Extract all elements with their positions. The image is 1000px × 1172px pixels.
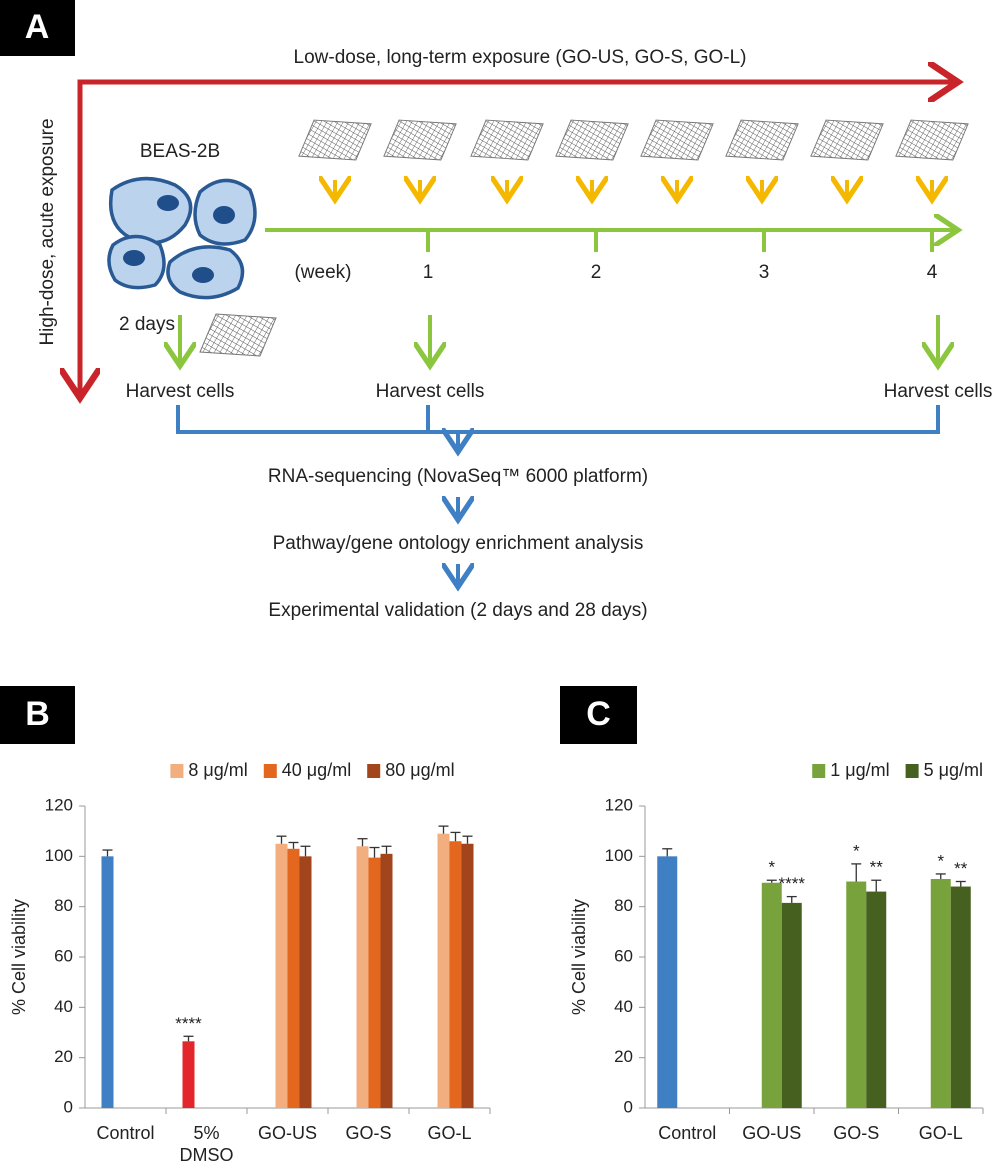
legend-label: 1 μg/ml bbox=[830, 760, 889, 780]
arrow-label: High-dose, acute exposure bbox=[37, 118, 58, 345]
bar bbox=[380, 853, 393, 1108]
legend-swatch bbox=[263, 764, 277, 778]
x-tick-label: Control bbox=[96, 1123, 155, 1143]
legend-label: 8 μg/ml bbox=[188, 760, 247, 780]
week-label: 4 bbox=[927, 262, 938, 283]
panel-label-box bbox=[560, 686, 637, 744]
x-tick-label: GO-S bbox=[833, 1123, 880, 1143]
y-tick-label: 80 bbox=[614, 896, 633, 915]
significance: * bbox=[768, 858, 775, 877]
panel-label: C bbox=[586, 695, 611, 733]
graphene-sheet bbox=[199, 313, 277, 357]
cell-label: BEAS-2B bbox=[140, 141, 220, 162]
y-tick-label: 100 bbox=[45, 846, 73, 865]
graphene-sheet bbox=[470, 119, 544, 161]
harvest-label: Harvest cells bbox=[126, 381, 235, 402]
y-tick-label: 120 bbox=[605, 795, 633, 814]
legend-label: 5 μg/ml bbox=[924, 760, 983, 780]
graphene-sheet bbox=[725, 119, 799, 161]
panel-label: A bbox=[25, 8, 50, 46]
bar bbox=[461, 843, 474, 1108]
bar bbox=[846, 881, 867, 1108]
graphene-sheet bbox=[895, 119, 969, 161]
cells bbox=[107, 176, 257, 300]
x-tick-label: GO-US bbox=[742, 1123, 802, 1143]
bar bbox=[368, 857, 381, 1108]
harvest-label: Harvest cells bbox=[376, 381, 485, 402]
y-axis-label: % Cell viability bbox=[9, 899, 29, 1015]
y-tick-label: 0 bbox=[64, 1097, 73, 1116]
significance: **** bbox=[175, 1014, 202, 1033]
bar bbox=[275, 843, 288, 1108]
bracket bbox=[176, 405, 940, 434]
week-label: 2 bbox=[591, 262, 602, 283]
y-tick-label: 20 bbox=[54, 1047, 73, 1066]
step: Experimental validation (2 days and 28 d… bbox=[268, 600, 647, 621]
legend: 1 μg/ml 5 μg/ml bbox=[812, 760, 983, 780]
step: RNA-sequencing (NovaSeq™ 6000 platform) bbox=[268, 466, 648, 487]
diagram: A Low-dose, long-term exposure (GO-US, G… bbox=[0, 0, 992, 621]
y-tick-label: 60 bbox=[614, 946, 633, 965]
step: Pathway/gene ontology enrichment analysi… bbox=[273, 533, 644, 554]
chart: B 0 20 40 60 80 100 120 % Cell viability **** 8 μg… bbox=[0, 686, 491, 1116]
bar bbox=[449, 841, 462, 1108]
x-tick-label: GO-S bbox=[345, 1123, 392, 1143]
graphene-sheet bbox=[383, 119, 457, 161]
week-label: 3 bbox=[759, 262, 770, 283]
x-tick-label: 5% DMSO bbox=[179, 1123, 234, 1165]
panel-label-box bbox=[0, 686, 75, 744]
y-tick-label: 80 bbox=[54, 896, 73, 915]
y-tick-label: 60 bbox=[54, 946, 73, 965]
bar bbox=[101, 856, 114, 1108]
legend-label: 40 μg/ml bbox=[282, 760, 351, 780]
bar bbox=[930, 878, 951, 1108]
bar bbox=[657, 856, 678, 1108]
significance: * bbox=[937, 851, 944, 870]
week-label: 1 bbox=[423, 262, 434, 283]
timeline-unit: (week) bbox=[294, 262, 351, 283]
bar bbox=[761, 882, 782, 1108]
legend-label: 80 μg/ml bbox=[385, 760, 454, 780]
x-tick-label: GO-US bbox=[257, 1123, 317, 1143]
arrow-label: Low-dose, long-term exposure (GO-US, GO-… bbox=[294, 47, 747, 68]
significance: ** bbox=[954, 859, 968, 878]
legend-swatch bbox=[812, 764, 826, 778]
y-tick-label: 20 bbox=[614, 1047, 633, 1066]
x-tick-label: GO-L bbox=[918, 1123, 963, 1143]
bar bbox=[437, 833, 450, 1108]
y-tick-label: 120 bbox=[45, 795, 73, 814]
time-label: 2 days bbox=[119, 314, 175, 335]
graphene-sheet bbox=[298, 119, 372, 161]
legend-swatch bbox=[367, 764, 381, 778]
x-tick-label: GO-L bbox=[427, 1123, 472, 1143]
significance: **** bbox=[779, 874, 806, 893]
y-tick-label: 0 bbox=[624, 1097, 633, 1116]
bar bbox=[287, 848, 300, 1108]
significance: * bbox=[853, 841, 860, 860]
legend-swatch bbox=[905, 764, 919, 778]
graphene-sheet bbox=[555, 119, 629, 161]
y-tick-label: 100 bbox=[605, 846, 633, 865]
y-axis-label: % Cell viability bbox=[569, 899, 589, 1015]
panel-label-box bbox=[0, 0, 75, 56]
x-tick-label: Control bbox=[658, 1123, 717, 1143]
y-tick-label: 40 bbox=[614, 997, 633, 1016]
y-tick-label: 40 bbox=[54, 997, 73, 1016]
bar bbox=[781, 902, 802, 1108]
harvest-label: Harvest cells bbox=[884, 381, 993, 402]
bar bbox=[356, 846, 369, 1108]
panel-label: B bbox=[25, 695, 50, 733]
bar bbox=[866, 891, 887, 1108]
bar bbox=[182, 1041, 195, 1108]
graphene-sheet bbox=[810, 119, 884, 161]
graphene-sheet bbox=[640, 119, 714, 161]
bar bbox=[299, 856, 312, 1108]
legend-swatch bbox=[170, 764, 184, 778]
legend: 8 μg/ml 40 μg/ml 80 μg/ml bbox=[170, 760, 455, 780]
bar bbox=[950, 886, 971, 1108]
significance: ** bbox=[870, 858, 884, 877]
